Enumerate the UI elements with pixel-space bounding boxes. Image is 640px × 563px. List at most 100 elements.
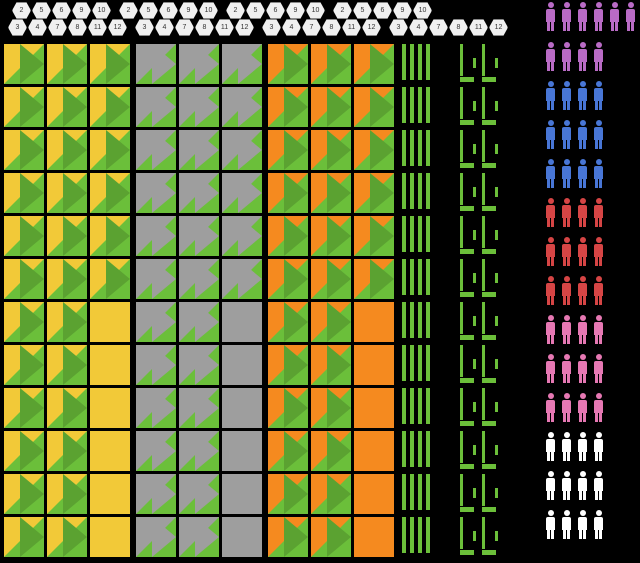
grid-row bbox=[2, 386, 500, 429]
hex-4: 4 bbox=[409, 19, 428, 36]
vbar bbox=[409, 301, 415, 339]
tri-cell bbox=[178, 129, 220, 171]
hex-row-2: 34781112347811123478111234781112 bbox=[8, 19, 514, 36]
hex-5: 5 bbox=[139, 2, 158, 19]
hex-11: 11 bbox=[215, 19, 234, 36]
vbar bbox=[401, 430, 407, 468]
tri-cell bbox=[89, 172, 131, 214]
vbar bbox=[409, 516, 415, 554]
tri-cell bbox=[46, 430, 88, 472]
tri-cell bbox=[135, 387, 177, 429]
vbar bbox=[409, 387, 415, 425]
tri-cell bbox=[3, 129, 45, 171]
hex-6: 6 bbox=[266, 2, 285, 19]
hex-9: 9 bbox=[179, 2, 198, 19]
bar-set bbox=[400, 300, 432, 343]
glyph-cell bbox=[457, 473, 478, 515]
grid-row bbox=[2, 214, 500, 257]
person-icon bbox=[575, 81, 590, 111]
person-icon bbox=[559, 237, 574, 267]
hex-2: 2 bbox=[226, 2, 245, 19]
person-icon bbox=[543, 315, 558, 345]
person-icon bbox=[575, 276, 590, 306]
person-icon bbox=[559, 471, 574, 501]
bar-set bbox=[400, 85, 432, 128]
tri-cell bbox=[135, 430, 177, 472]
tri-cell bbox=[46, 473, 88, 515]
hex-11: 11 bbox=[469, 19, 488, 36]
tri-cell bbox=[3, 301, 45, 343]
tri-cell bbox=[3, 43, 45, 85]
vbar bbox=[425, 215, 431, 253]
person-icon bbox=[559, 354, 574, 384]
vbar bbox=[417, 430, 423, 468]
tri-cell bbox=[46, 301, 88, 343]
vbar bbox=[401, 387, 407, 425]
vbar bbox=[417, 172, 423, 210]
tri-cell bbox=[89, 301, 131, 343]
person-icon bbox=[575, 510, 590, 540]
glyph-cell bbox=[479, 215, 500, 257]
grid-row bbox=[2, 257, 500, 300]
tri-cell bbox=[353, 129, 395, 171]
tri-cell bbox=[178, 473, 220, 515]
tri-cell bbox=[3, 215, 45, 257]
vbar bbox=[409, 129, 415, 167]
tri-cell bbox=[3, 172, 45, 214]
vbar bbox=[409, 86, 415, 124]
tri-cell bbox=[89, 430, 131, 472]
bar-set bbox=[400, 214, 432, 257]
person-icon bbox=[591, 237, 606, 267]
tri-cell bbox=[221, 86, 263, 128]
glyph-cell bbox=[479, 516, 500, 558]
person-icon bbox=[543, 237, 558, 267]
hex-5: 5 bbox=[353, 2, 372, 19]
tri-cell bbox=[178, 43, 220, 85]
vbar bbox=[425, 43, 431, 81]
tri-cell bbox=[310, 43, 352, 85]
tri-cell bbox=[267, 172, 309, 214]
glyph-cell bbox=[479, 258, 500, 300]
tri-cell bbox=[3, 344, 45, 386]
person-icon bbox=[559, 276, 574, 306]
tri-cell bbox=[135, 516, 177, 558]
bar-set bbox=[400, 128, 432, 171]
vbar bbox=[401, 86, 407, 124]
person-icon bbox=[591, 315, 606, 345]
people-row bbox=[543, 315, 638, 345]
tri-cell bbox=[89, 43, 131, 85]
grid-row bbox=[2, 515, 500, 558]
tri-cell bbox=[46, 516, 88, 558]
person-icon bbox=[591, 120, 606, 150]
vbar bbox=[401, 516, 407, 554]
tri-cell bbox=[267, 301, 309, 343]
tri-cell bbox=[3, 258, 45, 300]
person-icon bbox=[559, 159, 574, 189]
people-row bbox=[543, 120, 638, 150]
tri-cell bbox=[178, 387, 220, 429]
tri-cell bbox=[135, 473, 177, 515]
person-icon bbox=[575, 120, 590, 150]
people-row bbox=[543, 2, 638, 32]
tri-cell bbox=[46, 172, 88, 214]
tri-cell bbox=[221, 172, 263, 214]
hex-4: 4 bbox=[282, 19, 301, 36]
vbar bbox=[417, 258, 423, 296]
person-icon bbox=[575, 2, 590, 32]
hex-8: 8 bbox=[322, 19, 341, 36]
person-icon bbox=[575, 354, 590, 384]
tri-cell bbox=[267, 430, 309, 472]
tri-cell bbox=[89, 516, 131, 558]
tri-cell bbox=[89, 215, 131, 257]
bar-set bbox=[400, 171, 432, 214]
tri-cell bbox=[267, 258, 309, 300]
tri-cell bbox=[178, 172, 220, 214]
grid-row bbox=[2, 343, 500, 386]
person-icon bbox=[559, 81, 574, 111]
people-row bbox=[543, 42, 638, 72]
glyph-cell bbox=[457, 172, 478, 214]
vbar bbox=[417, 215, 423, 253]
tri-cell bbox=[89, 344, 131, 386]
vbar bbox=[425, 344, 431, 382]
grid-row bbox=[2, 171, 500, 214]
